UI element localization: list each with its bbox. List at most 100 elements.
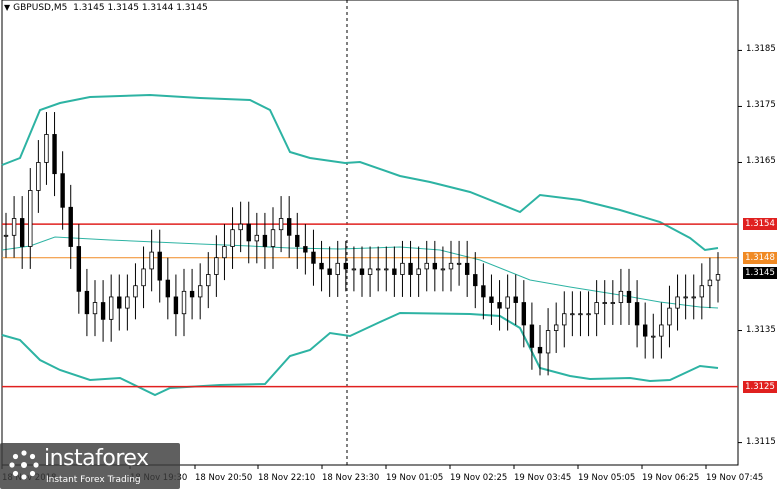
instaforex-logo: instaforex Instant Forex Trading <box>0 443 180 489</box>
candle-body <box>489 296 494 303</box>
price-tick-label: 1.3185 <box>746 44 776 55</box>
candle-body <box>76 246 82 292</box>
candle-body <box>497 302 502 309</box>
candle-body <box>408 262 413 275</box>
candle-body <box>173 296 179 315</box>
logo-brand: instaforex <box>44 446 149 471</box>
candle-body <box>440 268 446 271</box>
candle-body <box>545 330 551 354</box>
candle-body <box>141 268 146 287</box>
candle-body <box>659 324 664 337</box>
candle-body <box>303 246 308 253</box>
candle-body <box>19 218 25 247</box>
candle-body <box>699 285 705 298</box>
instaforex-logo-icon <box>9 450 39 480</box>
candle-body <box>262 234 268 247</box>
candle-body <box>351 268 357 271</box>
symbol-high: 1.3145 <box>107 3 139 13</box>
candle-body <box>570 313 575 316</box>
candle-body <box>246 223 251 242</box>
candle-body <box>181 290 187 315</box>
candle-body <box>683 296 688 299</box>
level-label: 1.3148 <box>743 251 777 264</box>
time-tick-label: 19 Nov 02:25 <box>450 473 508 483</box>
middle-band-line <box>1 236 719 309</box>
candle-body <box>222 246 227 259</box>
collapse-triangle-icon[interactable]: ▼ <box>4 3 11 12</box>
time-tick-label: 19 Nov 03:45 <box>514 473 572 483</box>
chart-frame <box>1 0 739 466</box>
candle-body <box>36 162 41 191</box>
price-tick-label: 1.3165 <box>746 156 776 167</box>
candle-body <box>44 134 49 163</box>
upper-band-line <box>1 93 719 252</box>
candle-body <box>60 173 65 208</box>
price-tick-label: 1.3175 <box>746 100 776 111</box>
candle-body <box>392 268 397 275</box>
candle-body <box>52 134 57 175</box>
logo-tagline: Instant Forex Trading <box>46 475 141 485</box>
candle-body <box>189 290 195 298</box>
candle-body <box>335 262 340 275</box>
candle-body <box>675 296 680 309</box>
level-label: 1.3125 <box>743 380 777 393</box>
candle-body <box>513 296 518 303</box>
candle-body <box>295 234 300 247</box>
candle-body <box>375 268 381 271</box>
candle-body <box>278 218 284 231</box>
candle-body <box>521 302 527 326</box>
time-tick-label: 18 Nov 20:50 <box>195 473 253 483</box>
time-tick-label: 19 Nov 07:45 <box>706 473 764 483</box>
candle-body <box>634 302 640 326</box>
candle-body <box>384 268 389 271</box>
candle-body <box>11 218 17 236</box>
time-tick-label: 18 Nov 23:30 <box>322 473 380 483</box>
candle-body <box>562 313 567 326</box>
candle-body <box>133 285 138 298</box>
price-tick-label: 1.3135 <box>746 324 776 335</box>
symbol-name: GBPUSD,M5 <box>13 3 68 13</box>
candle-body <box>456 262 462 265</box>
candle-body <box>108 296 114 320</box>
level-label: 1.3154 <box>743 218 777 231</box>
candle-body <box>707 279 713 287</box>
candle-body <box>286 218 292 236</box>
level-label: 1.3145 <box>743 267 777 280</box>
candle-body <box>505 296 510 309</box>
candle-body <box>230 229 235 247</box>
candle-body <box>28 190 33 247</box>
candle-body <box>92 302 98 315</box>
candle-body <box>529 324 535 348</box>
candle-body <box>416 268 421 275</box>
candle-body <box>586 313 591 316</box>
candle-body <box>481 285 486 298</box>
candle-body <box>691 296 696 299</box>
candle-body <box>448 262 454 270</box>
candle-body <box>715 274 721 281</box>
candle-body <box>68 206 73 247</box>
candle-body <box>651 335 656 338</box>
time-tick-label: 18 Nov 22:10 <box>258 473 316 483</box>
candle-body <box>214 257 219 275</box>
symbol-low: 1.3144 <box>141 3 174 13</box>
candle-body <box>311 251 316 264</box>
candle-body <box>594 302 599 315</box>
candle-body <box>537 346 543 354</box>
time-tick-label: 19 Nov 01:05 <box>386 473 444 483</box>
candle-body <box>238 223 243 231</box>
candle-body <box>254 234 260 242</box>
candle-body <box>359 268 365 275</box>
candle-body <box>424 262 429 270</box>
candle-body <box>206 274 211 287</box>
candle-body <box>343 262 349 270</box>
candle-body <box>473 274 478 287</box>
candle-body <box>642 324 648 337</box>
candle-body <box>165 279 171 298</box>
price-tick-label: 1.3115 <box>746 436 776 447</box>
candle-body <box>553 324 559 331</box>
candle-body <box>667 307 672 326</box>
candle-body <box>400 262 405 275</box>
symbol-close: 1.3145 <box>176 3 208 13</box>
